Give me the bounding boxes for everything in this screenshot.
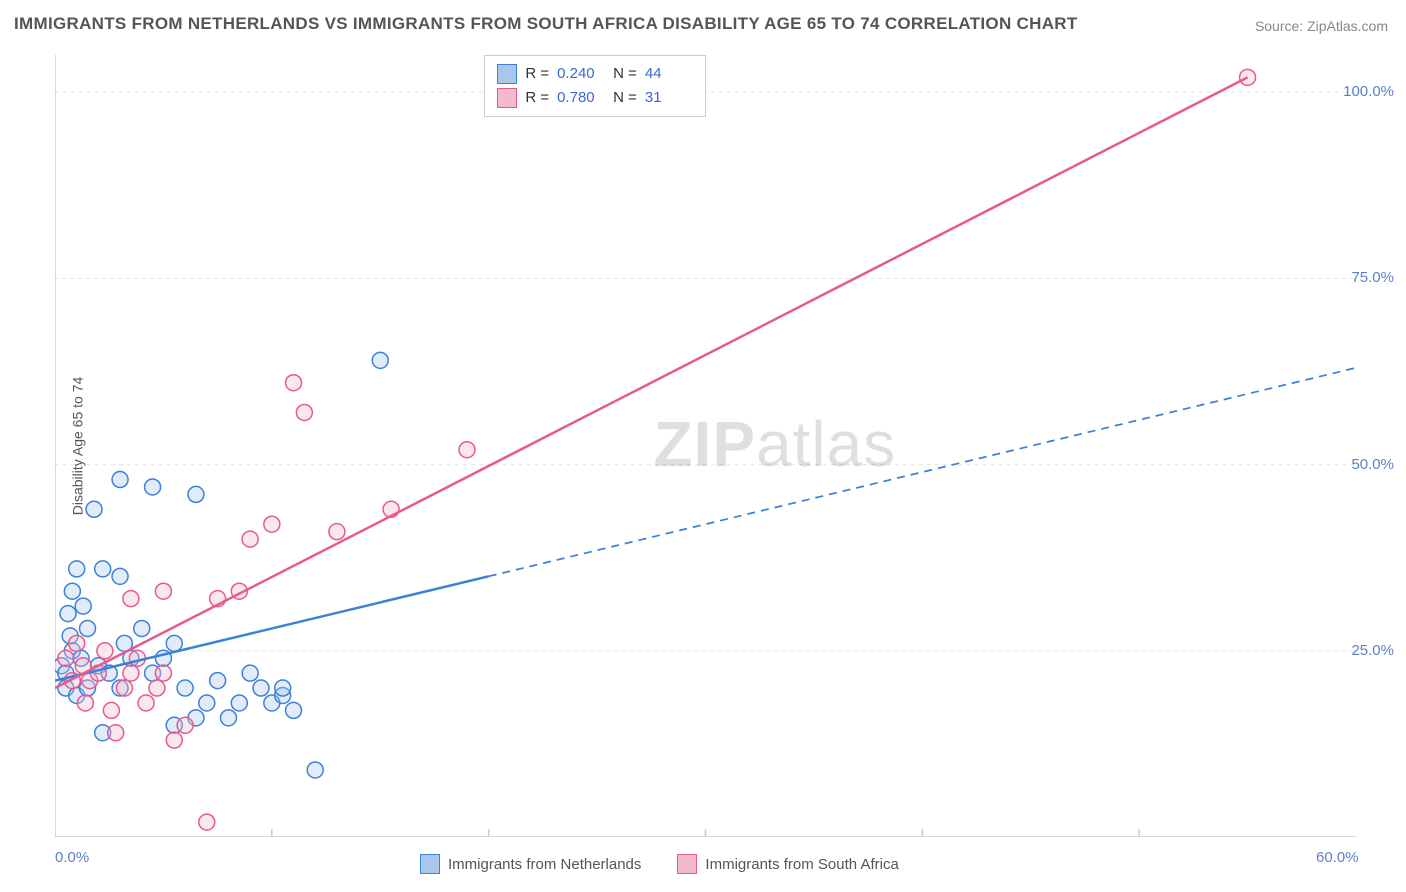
- swatch-netherlands-bottom: [420, 854, 440, 874]
- x-tick-label: 60.0%: [1316, 849, 1359, 866]
- legend-row-southafrica: R = 0.780 N = 31: [497, 86, 693, 110]
- swatch-southafrica-bottom: [677, 854, 697, 874]
- r-value-netherlands: 0.240: [557, 62, 605, 86]
- y-tick-label: 25.0%: [1351, 642, 1394, 659]
- legend-item-southafrica: Immigrants from South Africa: [677, 854, 898, 874]
- source-attribution: Source: ZipAtlas.com: [1255, 18, 1388, 34]
- scatter-plot: [55, 55, 1356, 837]
- r-value-southafrica: 0.780: [557, 86, 605, 110]
- y-tick-label: 50.0%: [1351, 456, 1394, 473]
- correlation-legend: R = 0.240 N = 44 R = 0.780 N = 31: [484, 55, 706, 117]
- series-legend: Immigrants from Netherlands Immigrants f…: [420, 854, 899, 874]
- r-label: R =: [525, 86, 549, 110]
- legend-item-netherlands: Immigrants from Netherlands: [420, 854, 641, 874]
- swatch-southafrica: [497, 88, 517, 108]
- x-tick-label: 0.0%: [55, 849, 89, 866]
- n-label: N =: [613, 62, 637, 86]
- y-tick-label: 100.0%: [1343, 83, 1394, 100]
- legend-label-netherlands: Immigrants from Netherlands: [448, 856, 641, 873]
- n-label: N =: [613, 86, 637, 110]
- legend-label-southafrica: Immigrants from South Africa: [705, 856, 898, 873]
- chart-title: IMMIGRANTS FROM NETHERLANDS VS IMMIGRANT…: [14, 14, 1078, 34]
- r-label: R =: [525, 62, 549, 86]
- legend-row-netherlands: R = 0.240 N = 44: [497, 62, 693, 86]
- swatch-netherlands: [497, 64, 517, 84]
- chart-area: ZIPatlas R = 0.240 N = 44 R = 0.780 N = …: [55, 55, 1356, 837]
- y-tick-label: 75.0%: [1351, 269, 1394, 286]
- n-value-netherlands: 44: [645, 62, 693, 86]
- n-value-southafrica: 31: [645, 86, 693, 110]
